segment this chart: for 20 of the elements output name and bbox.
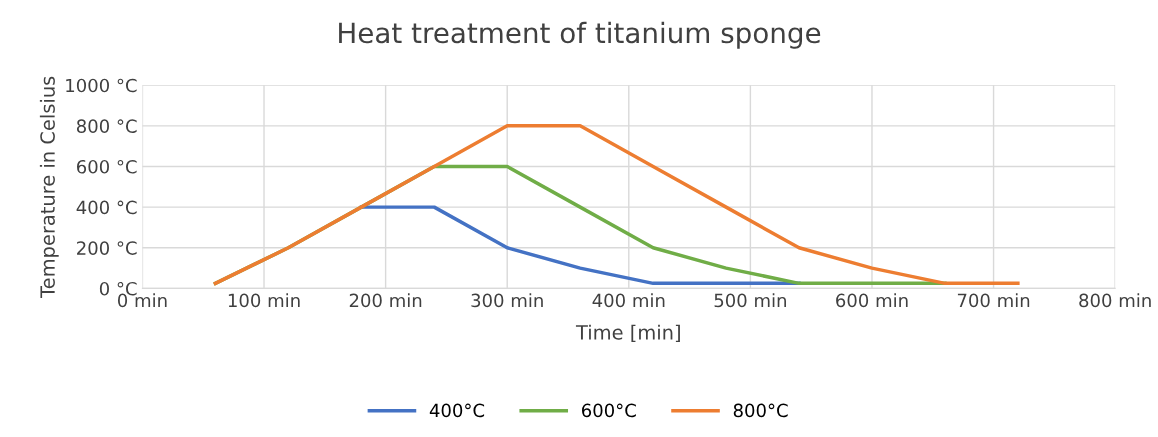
y-tick-label: 600 °C (77, 159, 137, 174)
x-tick-label: 700 min (957, 293, 1030, 308)
x-tick-label: 100 min (228, 293, 300, 308)
x-tick-label: 400 min (592, 293, 665, 308)
y-tick-label: 800 °C (76, 119, 137, 133)
y-axis-title: Temperature in Celsius (39, 76, 59, 298)
legend-label: 600°C (582, 403, 636, 418)
chart-title: Heat treatment of titanium sponge (339, 21, 821, 49)
x-tick-label: 200 min (349, 293, 422, 308)
y-tick-label: 200 °C (77, 241, 137, 255)
x-tick-label: 600 min (836, 293, 908, 308)
y-tick-label: 400 °C (76, 200, 137, 215)
x-axis-title: Time [min] (575, 324, 680, 342)
line-series (213, 124, 1020, 286)
legend-label: 400°C (429, 403, 485, 418)
legend-label: 800°C (733, 403, 788, 418)
y-tick-label: 1000 °C (66, 78, 137, 93)
x-tick-label: 800 min (1079, 293, 1151, 308)
x-tick-label: 500 min (714, 293, 786, 308)
x-tick-label: 300 min (471, 293, 543, 308)
